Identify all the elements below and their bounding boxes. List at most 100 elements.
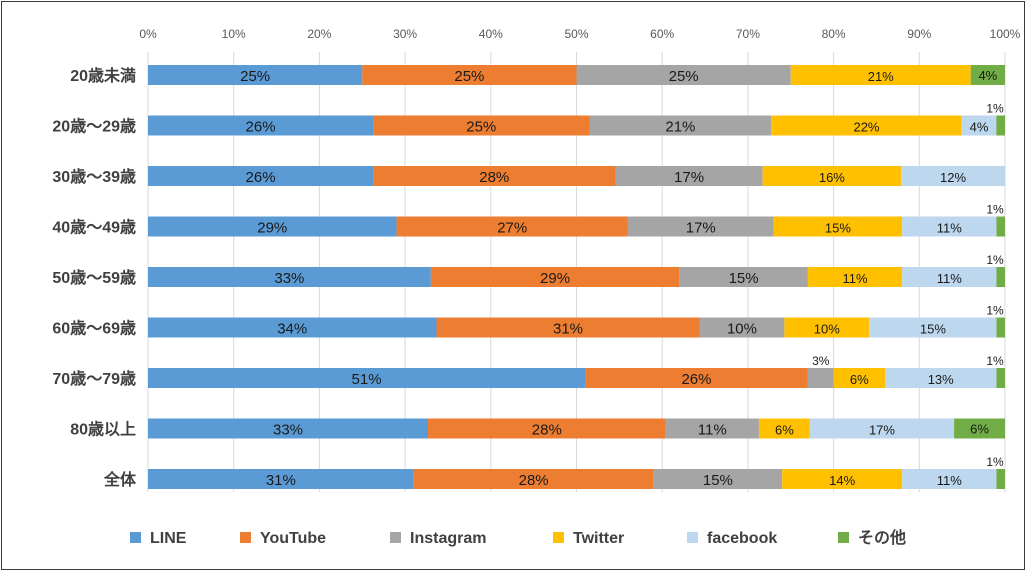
- legend-label: その他: [858, 528, 906, 547]
- bar-segment: [901, 166, 1005, 186]
- bar-segment: [833, 368, 886, 388]
- data-label: 10%: [814, 322, 840, 337]
- x-tick-label: 90%: [907, 27, 931, 41]
- data-label: 27%: [497, 220, 527, 237]
- data-label: 21%: [868, 69, 894, 84]
- bar-segment: [885, 368, 997, 388]
- data-label: 25%: [454, 68, 484, 85]
- category-label: 全体: [103, 470, 137, 489]
- category-label: 30歳～39歳: [52, 167, 136, 186]
- data-label: 51%: [352, 371, 382, 388]
- bar-segment: [148, 317, 437, 338]
- category-label: 60歳～69歳: [52, 319, 136, 338]
- data-label: 29%: [540, 270, 570, 287]
- bar-segment: [665, 418, 759, 439]
- bar-segment: [902, 267, 997, 287]
- bar-segment: [869, 317, 997, 338]
- x-tick-label: 70%: [736, 27, 760, 41]
- bar-segment: [807, 267, 903, 287]
- bar-segment: [773, 216, 903, 237]
- bar-segment: [782, 469, 903, 489]
- data-label: 16%: [819, 170, 845, 185]
- data-label: 11%: [842, 271, 867, 286]
- data-label: 1%: [986, 354, 1004, 368]
- bar-segment: [996, 368, 1005, 388]
- bar-segment: [902, 216, 997, 237]
- x-tick-label: 50%: [564, 27, 588, 41]
- data-label: 28%: [519, 472, 549, 489]
- bar-segment: [762, 166, 902, 186]
- data-label: 11%: [937, 271, 962, 286]
- data-label: 26%: [681, 371, 711, 388]
- bar-segment: [413, 469, 654, 489]
- bar-segment: [627, 216, 774, 237]
- data-label: 14%: [829, 473, 855, 488]
- bar-segment: [589, 115, 772, 136]
- legend-swatch: [130, 532, 141, 543]
- data-label: 17%: [674, 169, 704, 186]
- bar-segment: [396, 216, 628, 237]
- bar-segment: [373, 115, 590, 136]
- legend-swatch: [687, 532, 698, 543]
- x-tick-label: 40%: [479, 27, 503, 41]
- data-label: 34%: [277, 321, 307, 338]
- data-label: 15%: [825, 221, 851, 236]
- data-label: 33%: [274, 270, 304, 287]
- data-label: 17%: [686, 220, 716, 237]
- x-tick-label: 10%: [222, 27, 246, 41]
- data-label: 25%: [466, 119, 496, 136]
- data-label: 3%: [812, 354, 830, 368]
- data-label: 11%: [698, 422, 727, 439]
- data-label: 6%: [970, 422, 989, 437]
- bar-segment: [148, 368, 586, 388]
- legend-label: Instagram: [410, 530, 486, 547]
- bar-segment: [996, 115, 1005, 136]
- bar-segment: [373, 166, 616, 186]
- legend-swatch: [553, 532, 564, 543]
- bar-segment: [148, 115, 374, 136]
- bar-segment: [996, 469, 1005, 489]
- bar-segment: [436, 317, 700, 338]
- data-label: 31%: [553, 321, 583, 338]
- bar-segment: [807, 368, 834, 388]
- data-label: 13%: [928, 372, 954, 387]
- x-tick-label: 0%: [139, 27, 157, 41]
- bar-segment: [784, 317, 870, 338]
- bar-segment: [790, 65, 971, 85]
- legend-swatch: [390, 532, 401, 543]
- data-label: 25%: [240, 68, 270, 85]
- bar-segment: [758, 418, 810, 439]
- bar-segment: [148, 216, 397, 237]
- data-label: 10%: [727, 321, 757, 338]
- data-label: 15%: [920, 322, 946, 337]
- data-label: 1%: [986, 102, 1004, 116]
- bar-segment: [362, 65, 577, 85]
- category-label: 20歳～29歳: [52, 117, 136, 136]
- legend-label: YouTube: [260, 530, 326, 547]
- bar-segment: [430, 267, 680, 287]
- data-label: 28%: [532, 422, 562, 439]
- data-label: 4%: [978, 68, 997, 83]
- data-label: 22%: [853, 120, 879, 135]
- data-label: 1%: [986, 455, 1004, 469]
- bar-segment: [679, 267, 808, 287]
- bar-segment: [615, 166, 763, 186]
- bar-segment: [996, 317, 1005, 338]
- data-label: 15%: [729, 270, 759, 287]
- x-tick-label: 20%: [307, 27, 331, 41]
- data-label: 28%: [479, 169, 509, 186]
- data-label: 31%: [266, 472, 296, 489]
- data-label: 1%: [986, 304, 1004, 318]
- legend-label: LINE: [150, 530, 187, 547]
- data-label: 29%: [257, 220, 287, 237]
- data-label: 25%: [669, 68, 699, 85]
- bar-segment: [961, 115, 997, 136]
- x-tick-label: 60%: [650, 27, 674, 41]
- data-label: 15%: [703, 472, 733, 489]
- bar-segment: [148, 469, 414, 489]
- category-label: 50歳～59歳: [52, 268, 136, 287]
- bar-segment: [771, 115, 962, 136]
- data-label: 21%: [665, 119, 695, 136]
- category-label: 40歳～49歳: [52, 218, 136, 237]
- bar-segment: [902, 469, 997, 489]
